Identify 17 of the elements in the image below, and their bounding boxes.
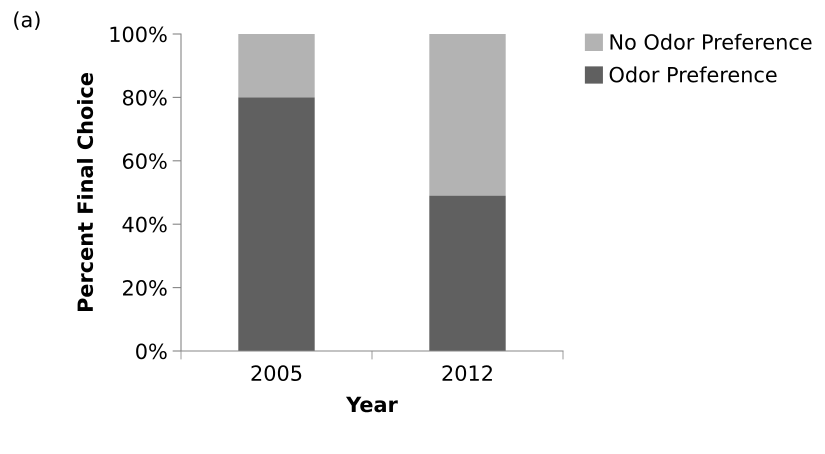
x-tick-label: 2005 — [252, 365, 302, 382]
bar — [238, 34, 315, 98]
y-axis-title: Percent Final Choice — [76, 73, 94, 312]
y-tick-label: 20% — [123, 280, 167, 296]
y-tick-label: 60% — [122, 153, 167, 170]
y-tick-label: 0% — [136, 343, 167, 360]
x-axis-title: Year — [346, 396, 398, 412]
x-tick-label: 2012 — [442, 365, 492, 382]
bar — [238, 97, 315, 351]
bar — [429, 34, 506, 196]
bar — [429, 196, 506, 351]
text: (a) — [14, 11, 40, 30]
y-tick-label: 100% — [110, 26, 167, 42]
y-tick-label: 40% — [122, 216, 167, 232]
legend-label: No Odor Preference — [610, 34, 812, 50]
legend-label: Odor Preference — [610, 66, 777, 83]
y-tick-label: 80% — [122, 90, 167, 106]
